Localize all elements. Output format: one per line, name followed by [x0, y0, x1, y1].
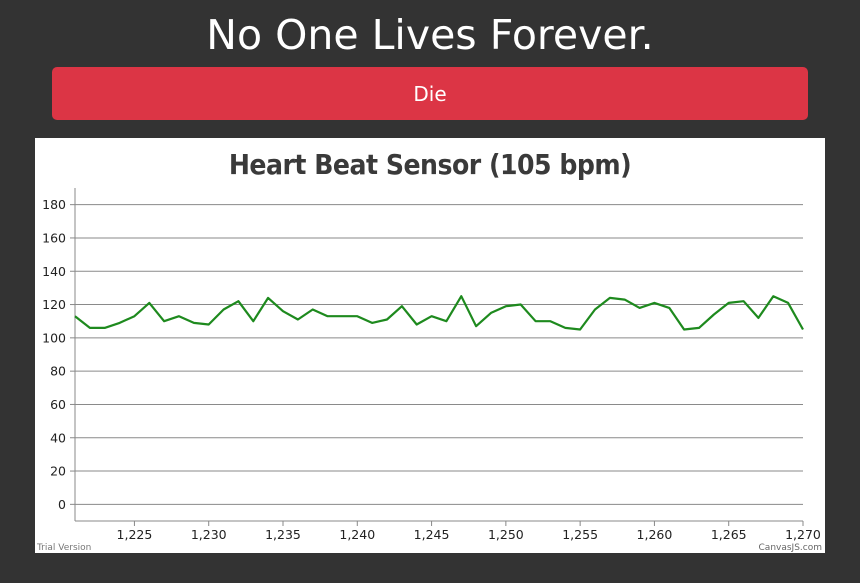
data-point — [504, 304, 508, 308]
canvasjs-credit-link[interactable]: CanvasJS.com — [759, 543, 822, 553]
data-point — [578, 328, 582, 332]
y-tick-label: 80 — [50, 364, 66, 379]
y-tick-label: 40 — [50, 430, 66, 445]
x-tick-label: 1,255 — [562, 527, 598, 542]
data-point — [786, 301, 790, 305]
data-point — [192, 321, 196, 325]
data-point — [638, 306, 642, 310]
data-point — [430, 314, 434, 318]
y-tick-label: 120 — [42, 297, 66, 312]
data-point — [489, 311, 493, 315]
data-point — [682, 328, 686, 332]
data-point — [801, 328, 805, 332]
page-title: No One Lives Forever. — [206, 11, 654, 59]
die-button[interactable]: Die — [52, 67, 808, 120]
data-point — [281, 309, 285, 313]
y-tick-label: 60 — [50, 397, 66, 412]
data-point — [474, 324, 478, 328]
data-point — [400, 304, 404, 308]
trial-version-label: Trial Version — [36, 543, 91, 553]
data-point — [147, 301, 151, 305]
data-point — [162, 319, 166, 323]
y-tick-label: 100 — [42, 330, 66, 345]
x-tick-label: 1,250 — [488, 527, 524, 542]
x-tick-label: 1,225 — [117, 527, 153, 542]
data-point — [712, 313, 716, 317]
data-point — [385, 318, 389, 322]
x-tick-label: 1,230 — [191, 527, 227, 542]
data-point — [355, 314, 359, 318]
series-layer — [73, 294, 805, 332]
data-point — [177, 314, 181, 318]
data-point — [340, 314, 344, 318]
data-point — [73, 314, 77, 318]
data-point — [251, 319, 255, 323]
y-tick-label: 20 — [50, 464, 66, 479]
y-tick-label: 160 — [42, 230, 66, 245]
x-tick-label: 1,235 — [265, 527, 301, 542]
data-point — [608, 296, 612, 300]
chart-title: Heart Beat Sensor (105 bpm) — [229, 148, 631, 181]
data-point — [444, 319, 448, 323]
x-tick-label: 1,260 — [637, 527, 673, 542]
x-tick-label: 1,245 — [414, 527, 450, 542]
gridlines — [75, 204, 803, 505]
data-point — [756, 316, 760, 320]
data-point — [667, 306, 671, 310]
data-point — [563, 326, 567, 330]
data-point — [519, 303, 523, 307]
x-tick-label: 1,270 — [785, 527, 821, 542]
data-point — [548, 319, 552, 323]
x-tick-label: 1,240 — [339, 527, 375, 542]
axes: 0 20 40 60 80 100 120 140 160 180 1,225 1,230 1,235 1… — [42, 188, 821, 542]
data-point — [623, 298, 627, 302]
data-point — [236, 299, 240, 303]
x-tick-label: 1,265 — [711, 527, 747, 542]
series-line-heart-beat — [74, 295, 804, 331]
y-tick-label: 0 — [58, 497, 66, 512]
y-tick-label: 140 — [42, 264, 66, 279]
data-point — [222, 308, 226, 312]
chart-canvas: Heart Beat Sensor (105 bpm) 0 20 40 60 80 100… — [36, 148, 822, 553]
data-point — [326, 314, 330, 318]
data-point — [593, 308, 597, 312]
data-point — [207, 323, 211, 327]
data-point — [727, 301, 731, 305]
data-point — [697, 326, 701, 330]
data-point — [415, 323, 419, 327]
data-point — [311, 308, 315, 312]
data-point — [103, 326, 107, 330]
data-point — [652, 301, 656, 305]
data-point — [771, 294, 775, 298]
data-point — [742, 299, 746, 303]
data-point — [296, 318, 300, 322]
y-tick-label: 180 — [42, 197, 66, 212]
data-point — [118, 321, 122, 325]
data-point — [266, 296, 270, 300]
data-point — [459, 294, 463, 298]
heart-beat-chart: Heart Beat Sensor (105 bpm) 0 20 40 60 80 100… — [35, 138, 825, 553]
data-point — [370, 321, 374, 325]
data-point — [534, 319, 538, 323]
data-point — [132, 314, 136, 318]
data-point — [88, 326, 92, 330]
